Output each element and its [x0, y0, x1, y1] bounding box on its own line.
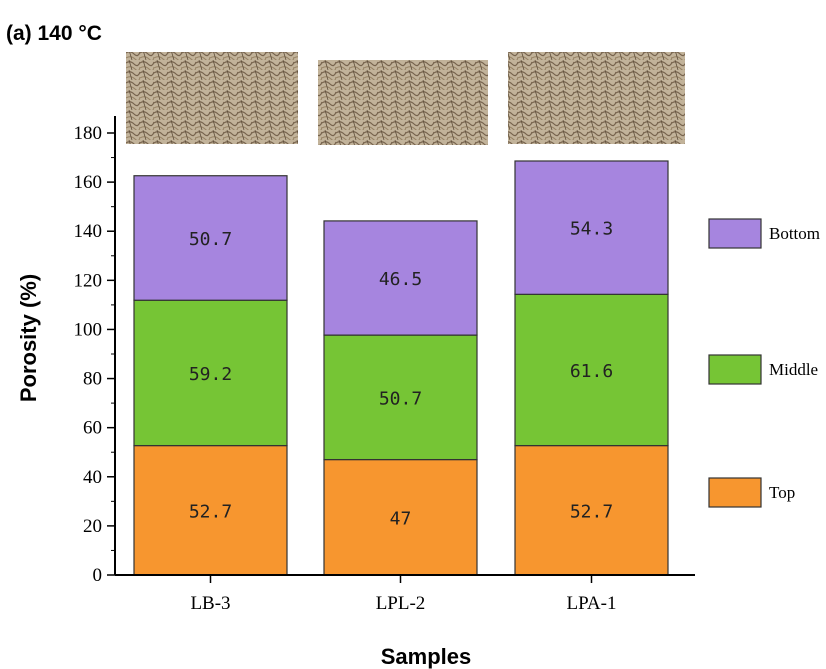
x-ticks: LB-3 LPL-2 LPA-1 — [190, 575, 616, 614]
y-tick-label: 80 — [83, 369, 102, 390]
legend-swatch-bottom — [709, 219, 761, 248]
y-tick-label: 40 — [83, 467, 102, 488]
legend-label-bottom: Bottom — [769, 224, 820, 243]
bar-value-label: 50.7 — [189, 229, 232, 250]
sample-image-lb-3 — [126, 52, 298, 144]
legend-label-middle: Middle — [769, 360, 818, 379]
sample-image-lpl-2 — [318, 60, 488, 145]
y-tick-label: 140 — [74, 221, 103, 242]
bar-value-label: 61.6 — [570, 361, 613, 382]
y-tick-label: 160 — [74, 172, 103, 193]
x-tick-label: LPA-1 — [567, 593, 617, 614]
y-tick-label: 180 — [74, 123, 103, 144]
bar-value-label: 52.7 — [189, 501, 232, 522]
y-tick-label: 100 — [74, 319, 103, 340]
sample-image-shade — [126, 52, 298, 144]
y-tick-label: 20 — [83, 516, 102, 537]
bar-value-label: 50.7 — [379, 388, 422, 409]
bar-value-label: 52.7 — [570, 501, 613, 522]
bar-value-label: 59.2 — [189, 364, 232, 385]
legend-label-top: Top — [769, 483, 795, 502]
legend: Bottom Middle Top — [709, 219, 820, 507]
y-axis-title: Porosity (%) — [16, 274, 41, 402]
x-tick-label: LPL-2 — [376, 593, 426, 614]
sample-image-shade — [508, 52, 685, 144]
panel-label: (a) 140 °C — [6, 22, 102, 45]
sample-images — [126, 52, 685, 145]
y-tick-label: 60 — [83, 418, 102, 439]
x-axis-title: Samples — [381, 644, 472, 669]
sample-image-lpa-1 — [508, 52, 685, 144]
bars-layer: 52.7 59.2 50.7 47 50.7 46.5 52.7 61.6 54.3 — [134, 161, 668, 575]
bar-value-label: 54.3 — [570, 219, 613, 240]
bar-value-label: 46.5 — [379, 269, 422, 290]
bar-value-label: 47 — [390, 508, 412, 529]
y-ticks: 0 20 40 60 80 100 120 140 160 180 — [74, 123, 116, 586]
x-tick-label: LB-3 — [190, 593, 230, 614]
sample-image-shade — [318, 60, 488, 145]
y-tick-label: 0 — [93, 565, 103, 586]
legend-swatch-top — [709, 478, 761, 507]
legend-swatch-middle — [709, 355, 761, 384]
y-tick-label: 120 — [74, 270, 103, 291]
